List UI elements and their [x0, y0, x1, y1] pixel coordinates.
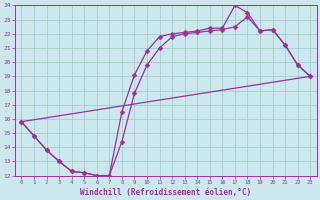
X-axis label: Windchill (Refroidissement éolien,°C): Windchill (Refroidissement éolien,°C) [80, 188, 252, 197]
